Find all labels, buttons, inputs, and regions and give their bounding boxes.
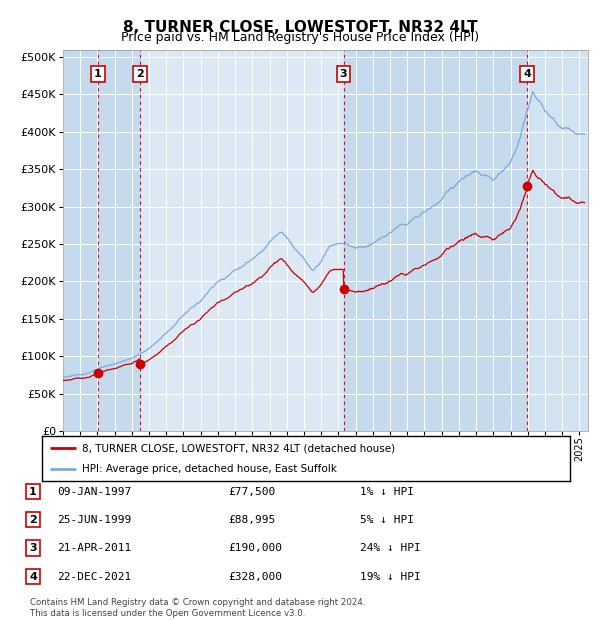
Text: 21-APR-2011: 21-APR-2011 — [57, 543, 131, 553]
Text: 1: 1 — [94, 69, 102, 79]
Text: £328,000: £328,000 — [228, 572, 282, 582]
Text: 8, TURNER CLOSE, LOWESTOFT, NR32 4LT (detached house): 8, TURNER CLOSE, LOWESTOFT, NR32 4LT (de… — [82, 443, 395, 453]
Text: 24% ↓ HPI: 24% ↓ HPI — [360, 543, 421, 553]
Text: 4: 4 — [523, 69, 531, 79]
Text: 3: 3 — [29, 543, 37, 553]
Bar — [527, 50, 588, 431]
Text: 25-JUN-1999: 25-JUN-1999 — [57, 515, 131, 525]
Text: 1: 1 — [29, 487, 37, 497]
Text: 5% ↓ HPI: 5% ↓ HPI — [360, 515, 414, 525]
Text: 19% ↓ HPI: 19% ↓ HPI — [360, 572, 421, 582]
Text: 3: 3 — [340, 69, 347, 79]
Text: Price paid vs. HM Land Registry's House Price Index (HPI): Price paid vs. HM Land Registry's House … — [121, 31, 479, 44]
Text: 1% ↓ HPI: 1% ↓ HPI — [360, 487, 414, 497]
Text: £77,500: £77,500 — [228, 487, 275, 497]
Bar — [63, 50, 140, 431]
Text: Contains HM Land Registry data © Crown copyright and database right 2024.
This d: Contains HM Land Registry data © Crown c… — [30, 598, 365, 618]
Text: 22-DEC-2021: 22-DEC-2021 — [57, 572, 131, 582]
Text: 09-JAN-1997: 09-JAN-1997 — [57, 487, 131, 497]
Text: 8, TURNER CLOSE, LOWESTOFT, NR32 4LT: 8, TURNER CLOSE, LOWESTOFT, NR32 4LT — [122, 20, 478, 35]
Text: 2: 2 — [29, 515, 37, 525]
Text: HPI: Average price, detached house, East Suffolk: HPI: Average price, detached house, East… — [82, 464, 337, 474]
Bar — [344, 50, 527, 431]
Text: £88,995: £88,995 — [228, 515, 275, 525]
Text: £190,000: £190,000 — [228, 543, 282, 553]
Text: 4: 4 — [29, 572, 37, 582]
Text: 2: 2 — [136, 69, 144, 79]
